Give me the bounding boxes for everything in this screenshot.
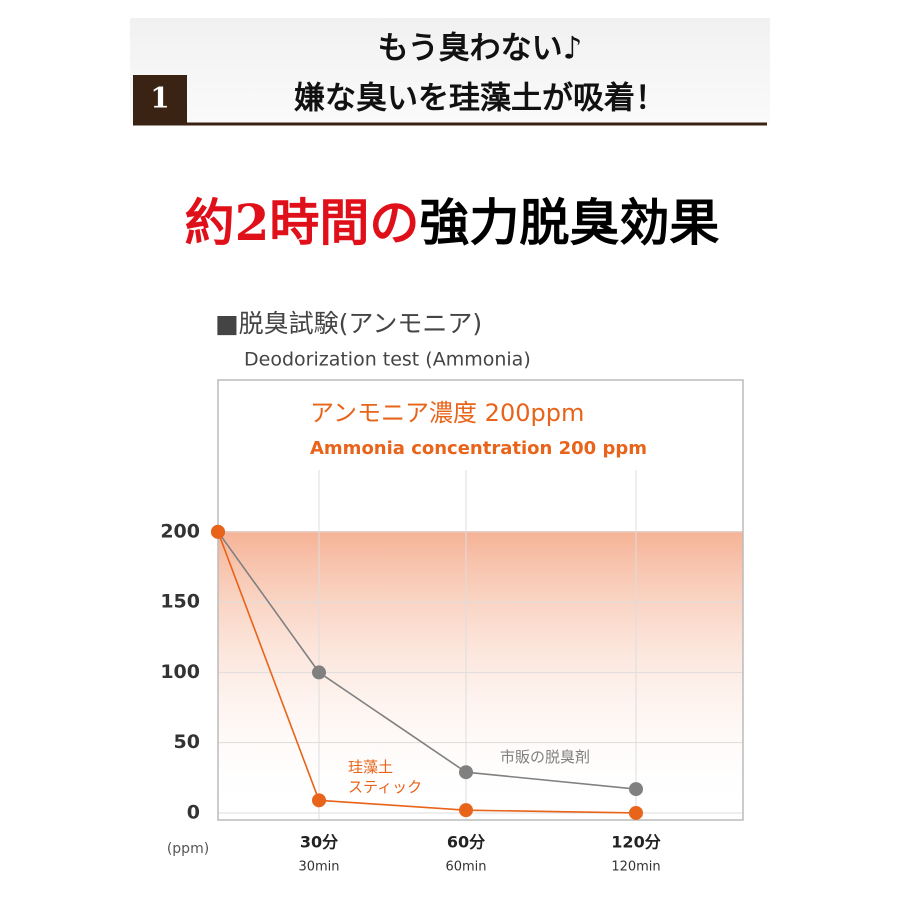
y-tick-label: 150 <box>160 591 200 613</box>
x-tick-sublabel: 30min <box>298 860 339 875</box>
header-line2: 嫌な臭いを珪藻土が吸着！ <box>294 81 666 117</box>
headline-red: 約2時間の <box>185 193 420 252</box>
y-tick-label: 0 <box>187 801 200 823</box>
header-bg <box>130 18 770 123</box>
y-tick-label: 200 <box>160 520 200 542</box>
x-tick-label: 30分 <box>300 833 338 852</box>
x-tick-sublabel: 120min <box>611 860 660 875</box>
x-tick-label: 60分 <box>447 833 485 852</box>
x-tick-sublabel: 60min <box>445 860 486 875</box>
data-point <box>312 665 326 680</box>
annotation: アンモニア濃度 200ppm <box>310 399 584 427</box>
annotation-en: Ammonia concentration 200 ppm <box>310 438 647 459</box>
data-point <box>629 782 643 797</box>
series-line <box>217 531 637 814</box>
chart-title: ■脱臭試験(アンモニア) <box>215 309 482 338</box>
y-unit: (ppm) <box>167 841 209 857</box>
y-tick-label: 100 <box>160 661 200 683</box>
data-point <box>459 803 473 818</box>
series-line <box>217 531 637 790</box>
number: 1 <box>150 82 169 115</box>
x-tick-label: 120分 <box>611 833 660 852</box>
data-point <box>629 805 643 820</box>
series-label: 市販の脱臭剤 <box>500 748 591 766</box>
headline: 約2時間の強力脱臭効果 <box>185 193 720 252</box>
data-point <box>312 793 326 808</box>
data-point <box>459 765 473 780</box>
data-point <box>211 524 225 539</box>
plot-frame <box>217 379 744 821</box>
series-label: 珪藻土 スティック <box>348 758 423 796</box>
chart-subtitle: Deodorization test (Ammonia) <box>244 349 531 371</box>
header-line1: もう臭わない♪ <box>378 31 583 67</box>
headline-black: 強力脱臭効果 <box>419 193 719 252</box>
y-tick-label: 50 <box>174 731 200 753</box>
number-box <box>133 75 187 123</box>
